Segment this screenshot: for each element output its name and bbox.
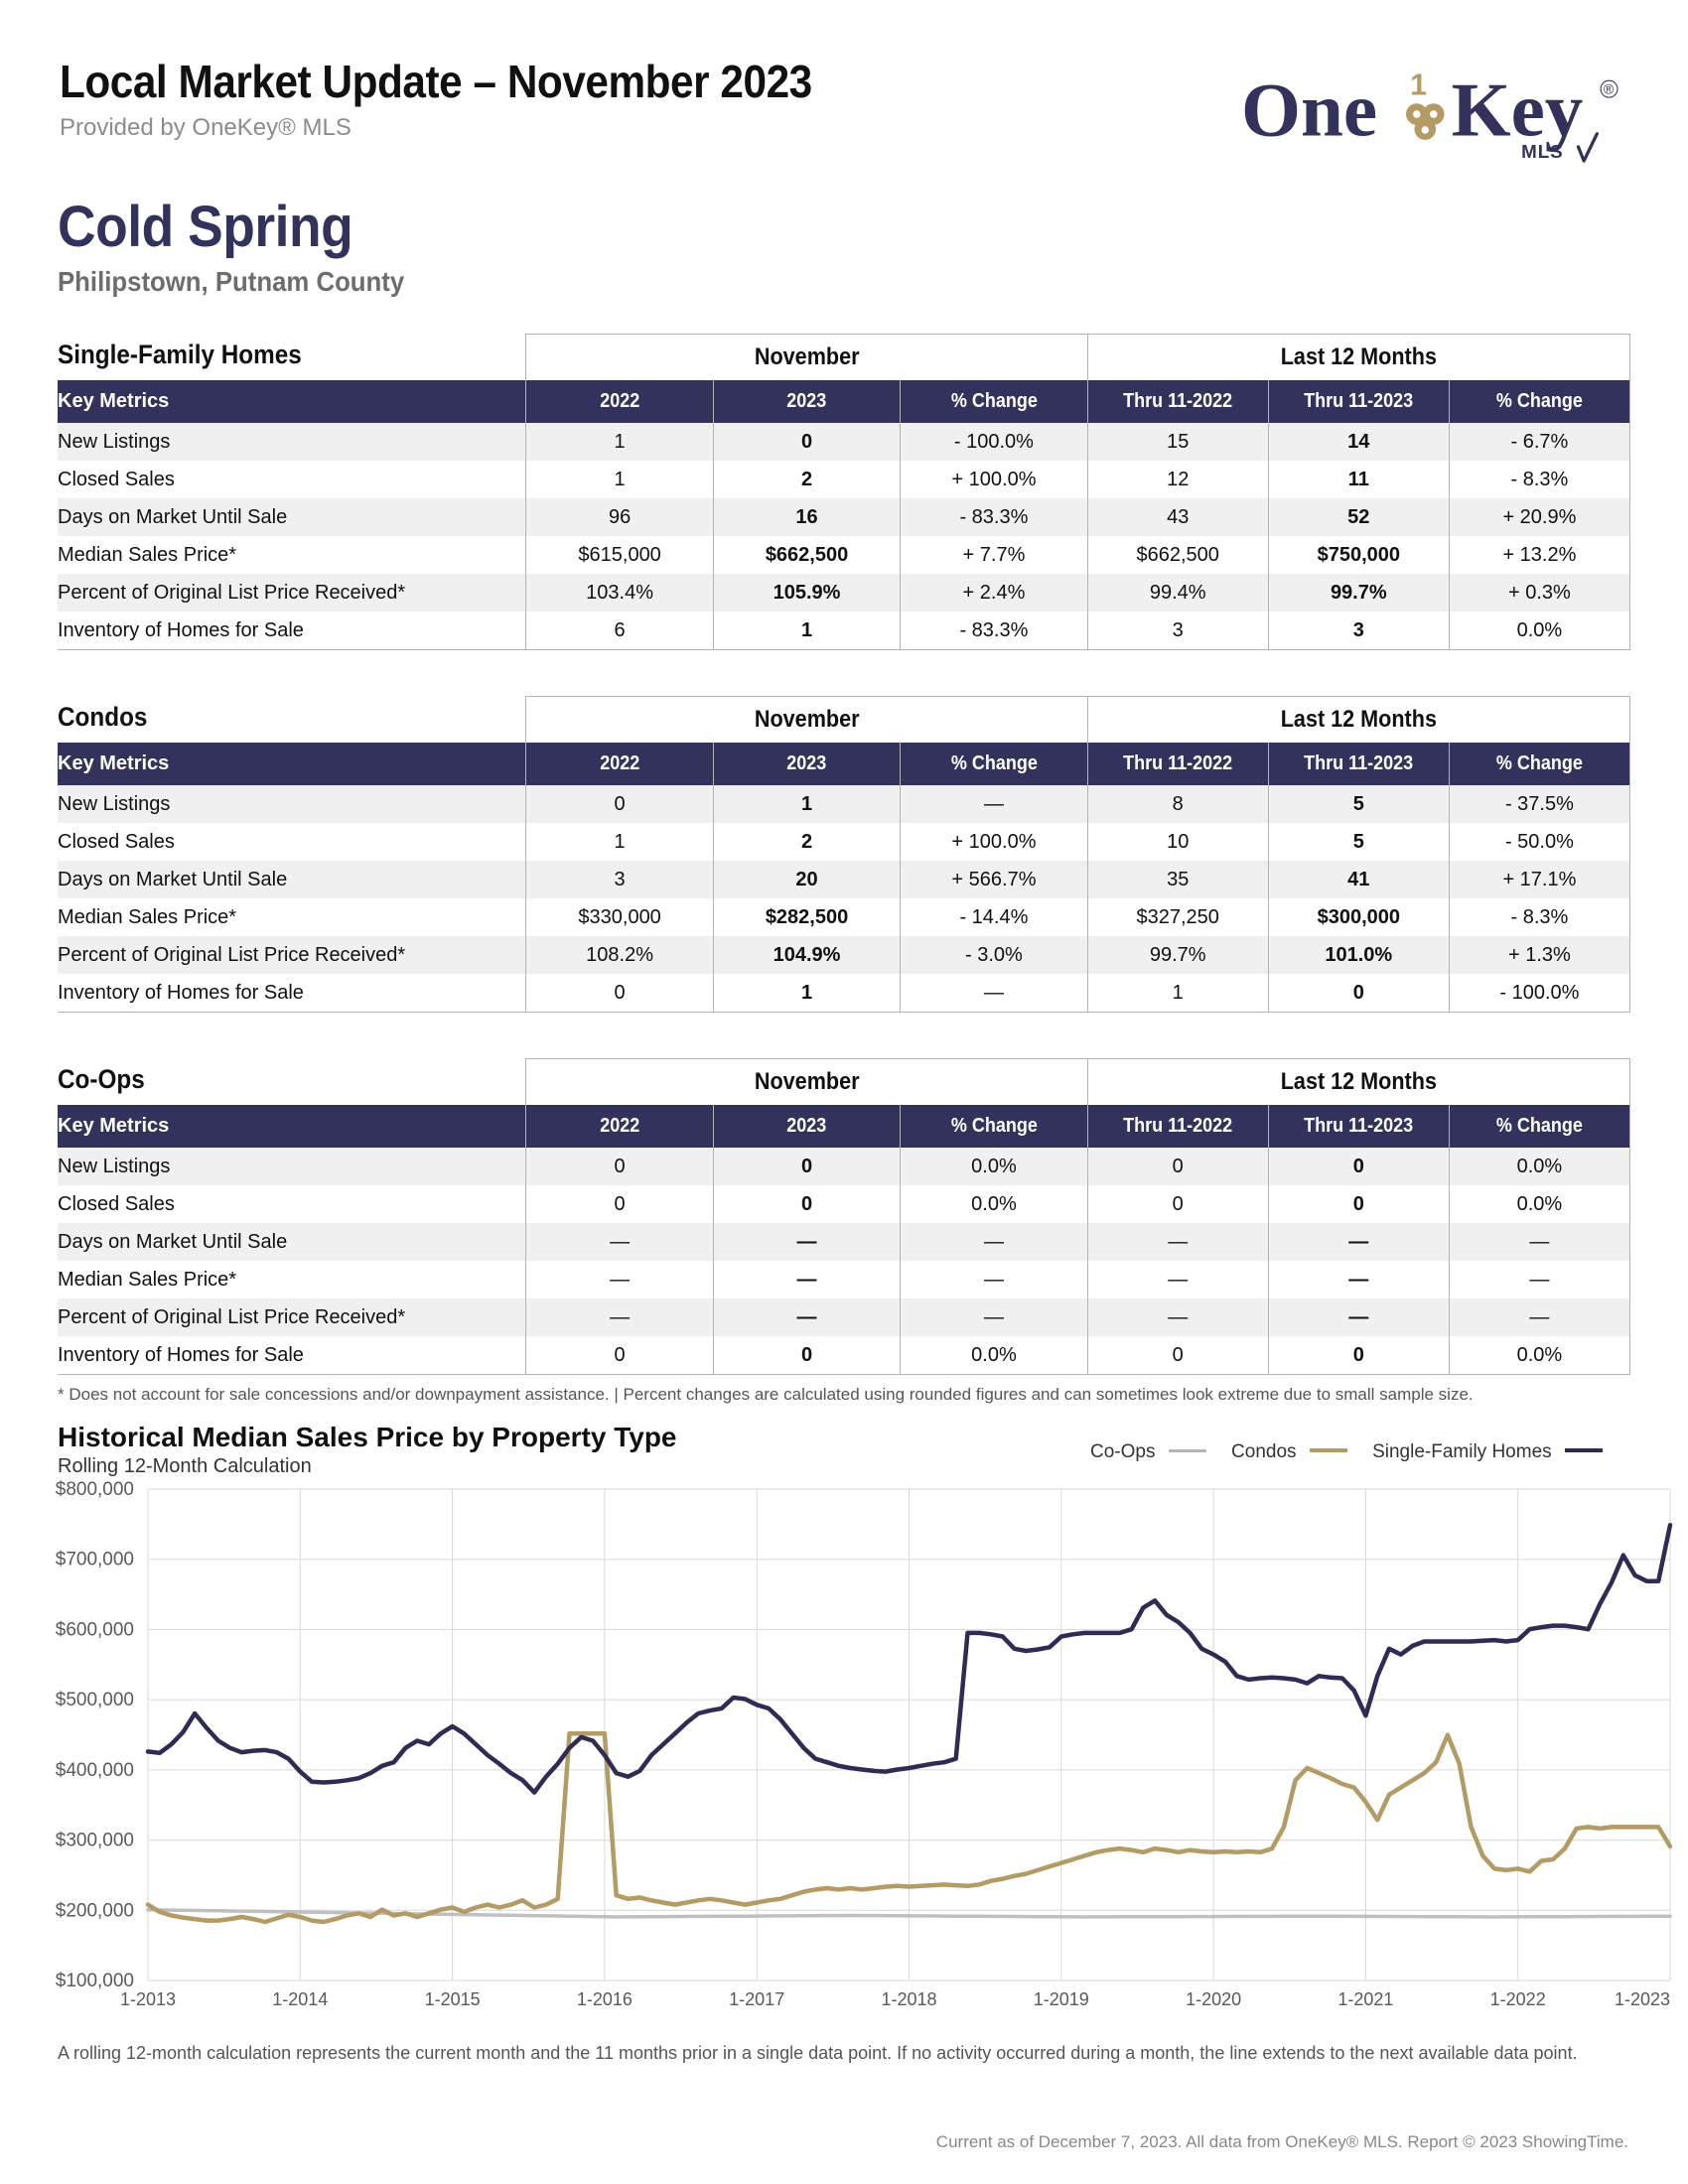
svg-text:$700,000: $700,000 — [56, 1550, 134, 1570]
svg-text:1-2017: 1-2017 — [729, 1989, 784, 2009]
svg-text:One: One — [1241, 68, 1377, 153]
svg-text:1-2021: 1-2021 — [1337, 1989, 1393, 2009]
svg-text:1: 1 — [1410, 68, 1427, 101]
svg-text:1-2018: 1-2018 — [881, 1989, 936, 2009]
svg-text:$200,000: $200,000 — [56, 1900, 134, 1921]
svg-text:1-2020: 1-2020 — [1186, 1989, 1241, 2009]
svg-text:MLS: MLS — [1521, 141, 1564, 162]
svg-text:1-2013: 1-2013 — [120, 1989, 176, 2009]
svg-text:Key: Key — [1452, 68, 1584, 153]
svg-text:$600,000: $600,000 — [56, 1619, 134, 1640]
svg-text:1-2019: 1-2019 — [1034, 1989, 1089, 2009]
svg-text:1-2016: 1-2016 — [577, 1989, 633, 2009]
svg-text:®: ® — [1604, 80, 1615, 96]
svg-text:1-2023: 1-2023 — [1615, 1989, 1670, 2009]
svg-text:$100,000: $100,000 — [56, 1971, 134, 1991]
svg-text:$300,000: $300,000 — [56, 1831, 134, 1851]
svg-text:$400,000: $400,000 — [56, 1760, 134, 1781]
svg-text:1-2022: 1-2022 — [1490, 1989, 1546, 2009]
svg-text:$500,000: $500,000 — [56, 1690, 134, 1710]
svg-text:1-2014: 1-2014 — [272, 1989, 328, 2009]
svg-text:$800,000: $800,000 — [56, 1479, 134, 1500]
svg-text:1-2015: 1-2015 — [425, 1989, 481, 2009]
